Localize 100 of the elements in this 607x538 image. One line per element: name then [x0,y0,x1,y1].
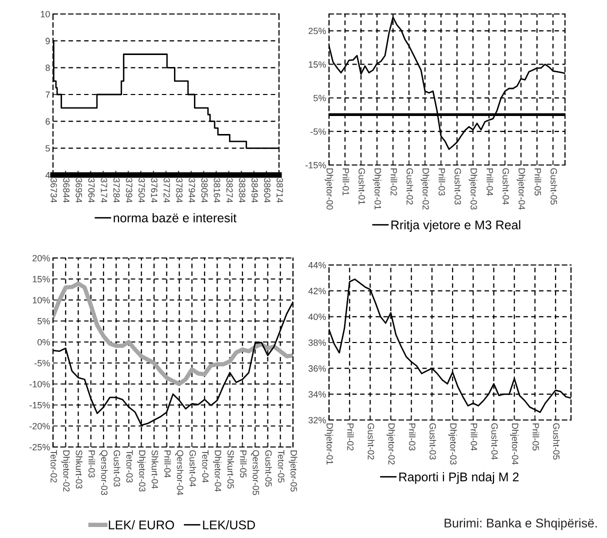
y-tick-label: -25% [30,444,50,450]
legend-label: Rritja vjetore e M3 Real [391,220,520,232]
x-tick-label: Tetor-02 [50,450,57,482]
y-tick-label: 6 [46,118,50,125]
y-tick-label: 0% [38,338,50,346]
x-tick-label: Gusht-03 [454,168,462,205]
x-tick-label: Gusht-03 [430,423,436,460]
x-tick-label: 36954 [76,178,82,203]
x-tick-label: 38054 [201,178,208,203]
y-tick-label: -10% [30,380,50,388]
x-tick-label: Dhjetor-02 [386,424,395,464]
x-tick-label: Dhjetor-01 [324,424,334,464]
x-tick-label: Dhjetor-04 [510,424,519,465]
x-tick-label: 37064 [88,178,95,203]
x-tick-label: Shkurt-03 [76,450,82,489]
x-tick-label: Dhjetor-02 [420,168,430,210]
y-tick-label: 15% [308,61,326,68]
y-tick-label: 32% [308,416,326,424]
x-tick-label: Qershor-04 [175,450,184,496]
x-tick-label: Prill-03 [408,424,416,450]
x-tick-label: Dhjetor-01 [372,168,382,210]
x-tick-label: Dhjetor-00 [324,168,334,210]
x-tick-label: 37284 [113,178,120,203]
x-tick-label: Shkurt-05 [227,450,234,489]
y-tick-label: 10% [32,296,50,304]
x-tick-label: Prill-04 [470,424,478,451]
x-tick-label: Gusht-05 [265,450,272,487]
x-tick-label: Gusht-05 [553,423,560,460]
y-tick-label: -5% [34,360,50,366]
y-tick-label: 9 [46,38,50,44]
y-tick-label: 25% [308,28,326,34]
x-tick-label: Prill-03 [88,450,96,478]
x-tick-label: Gusht-01 [358,168,366,204]
x-tick-label: Prill-01 [342,168,350,196]
x-tick-label: Gusht-05 [550,168,558,205]
x-tick-label: Dhjetor-04 [213,450,222,492]
y-tick-label: -15% [30,402,50,408]
x-tick-label: Prill-03 [438,168,446,196]
x-tick-label: 38274 [226,178,233,203]
x-tick-label: 36844 [63,178,70,203]
y-tick-label: 5 [46,145,50,152]
x-tick-label: Prill-02 [347,424,354,450]
x-tick-label: Gusht-03 [114,450,120,487]
x-tick-label: Prill-02 [390,168,398,196]
legend-label: LEK/USD [203,520,255,530]
y-tick-label: 36% [308,365,326,372]
y-tick-label: 20% [32,254,50,262]
x-tick-label: Dhjetor-02 [61,450,70,492]
x-tick-label: Prill-05 [240,450,247,478]
y-tick-label: 42% [308,288,326,294]
y-tick-label: 40% [308,314,326,320]
y-tick-label: 5% [38,318,50,324]
x-tick-label: Dhjetor-04 [516,168,526,210]
x-tick-label: Dhjetor-03 [468,168,478,210]
y-tick-label: 8 [46,64,50,72]
x-tick-label: Tetor-05 [278,450,284,483]
x-tick-label: 37944 [188,178,196,203]
legend-label: Raporti i PjB ndaj M 2 [399,472,519,484]
x-tick-label: Prill-04 [164,450,171,478]
x-tick-label: 37394 [126,178,132,203]
y-tick-label: 34% [308,391,326,398]
x-tick-label: Qershor-05 [251,450,260,496]
x-tick-label: Qershor-03 [99,450,108,496]
x-tick-label: Gusht-04 [491,423,498,460]
x-tick-label: 37174 [100,178,108,203]
x-tick-label: 38604 [264,178,270,203]
x-tick-label: Dhjetor-05 [288,450,298,492]
y-tick-label: 10 [40,10,50,18]
line-series [53,282,293,386]
x-tick-label: Gusht-04 [190,450,196,487]
y-tick-label: 7 [46,92,50,98]
x-tick-label: Shkurt-04 [152,450,158,489]
y-tick-label: 38% [308,339,326,346]
text: Burimi: Banka e Shqipërisë. [444,518,597,530]
y-tick-label: 44% [308,262,326,268]
x-tick-label: Prill-04 [486,168,494,196]
y-tick-label: 15% [32,276,50,282]
x-tick-label: 38714 [276,178,283,203]
x-tick-label: Gusht-02 [406,168,414,204]
x-tick-label: Prill-05 [532,424,540,450]
x-tick-label: 38384 [238,178,246,203]
y-tick-label: -15% [306,162,326,168]
x-tick-label: Gusht-04 [502,168,510,205]
x-tick-label: Tetor-04 [202,450,209,483]
legend-label: LEK/ EURO [108,520,174,530]
x-tick-label: 37724 [164,178,170,203]
x-tick-label: 38494 [251,178,258,203]
y-tick-label: -20% [30,422,50,430]
x-tick-label: Tetor-03 [126,450,133,482]
x-tick-label: Dhjetor-03 [448,424,457,465]
x-tick-label: Gusht-02 [368,423,374,460]
x-tick-label: 37504 [138,178,145,203]
y-tick-label: 4 [45,172,50,178]
x-tick-label: Prill-05 [534,168,542,196]
y-tick-label: 5% [314,94,326,102]
x-tick-label: Dhjetor-03 [137,450,146,492]
x-tick-label: 37614 [151,178,158,203]
x-tick-label: 37834 [176,178,183,203]
x-tick-label: 36734 [50,178,57,203]
x-tick-label: 38164 [214,178,220,203]
